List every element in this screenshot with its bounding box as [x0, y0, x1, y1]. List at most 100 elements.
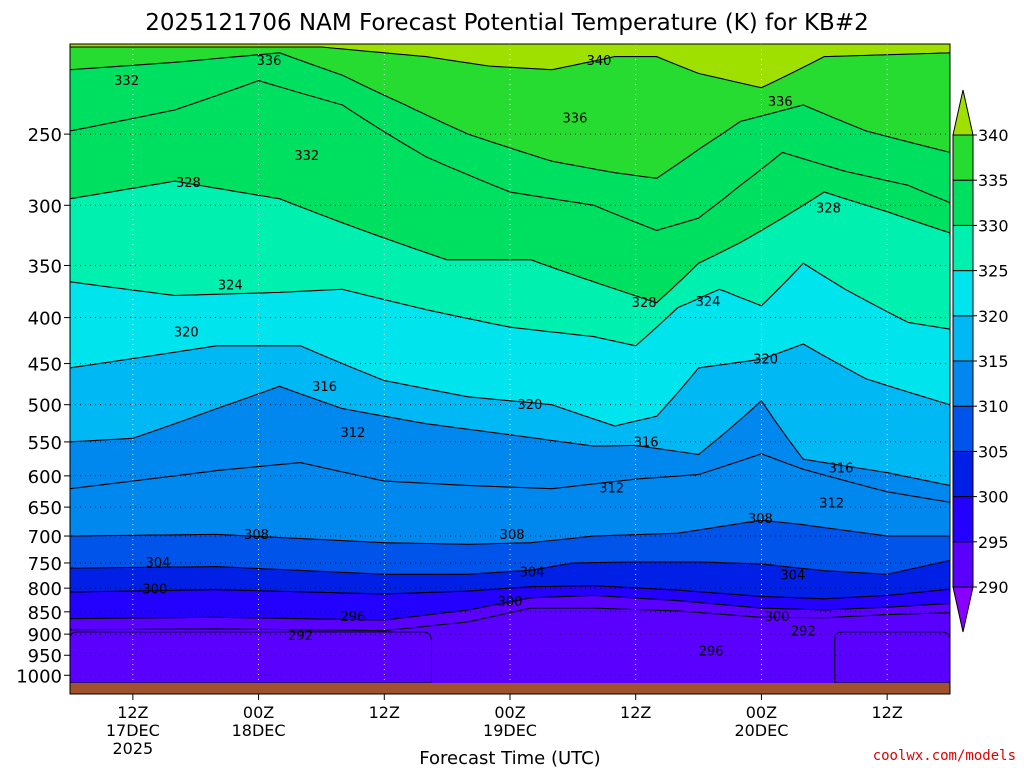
- isentrope-320: [70, 343, 950, 427]
- contour-label: 324: [218, 279, 243, 294]
- contour-label: 300: [142, 583, 167, 598]
- contour-label: 328: [632, 296, 657, 311]
- contour-label: 308: [244, 528, 269, 543]
- x-tick-label: 2025: [112, 739, 153, 758]
- colorbar-label: 305: [978, 442, 1009, 461]
- colorbar-label: 295: [978, 533, 1009, 552]
- contour-label: 336: [768, 95, 793, 110]
- isentrope-324: [70, 262, 950, 347]
- y-tick-label: 500: [28, 396, 62, 417]
- colorbar-swatch: [952, 360, 974, 407]
- plot-area: 336 340 332 336 336 332 328 328 324 328 324 320 320 3…: [70, 44, 950, 694]
- x-tick-label: 17DEC: [106, 721, 160, 740]
- colorbar-label: 325: [978, 262, 1009, 281]
- y-tick-label: 1000: [16, 666, 62, 687]
- colorbar-swatch: [952, 134, 974, 181]
- contour-labels: 336 340 332 336 336 332 328 328 324 328 324 320 320 3…: [114, 54, 853, 660]
- colorbar-label: 315: [978, 352, 1009, 371]
- contour-label: 336: [257, 54, 282, 69]
- contour-label: 316: [634, 435, 659, 450]
- contour-label: 340: [587, 54, 612, 69]
- theta-band: [70, 520, 950, 575]
- colorbar-label: 335: [978, 171, 1009, 190]
- cold-pool: [834, 631, 950, 684]
- grid-lines: [70, 44, 950, 694]
- contour-label: 316: [829, 461, 854, 476]
- contour-label: 296: [340, 610, 365, 625]
- theta-band: [70, 595, 950, 631]
- y-tick-label: 900: [28, 625, 62, 646]
- contour-label: 304: [780, 568, 805, 583]
- colorbar-label: 320: [978, 307, 1009, 326]
- x-tick-label: 12Z: [117, 703, 148, 722]
- contour-label: 304: [146, 556, 171, 571]
- y-tick-label: 800: [28, 579, 62, 600]
- contour-label: 308: [500, 528, 525, 543]
- theta-band: [70, 47, 950, 179]
- y-tick-label: 650: [28, 498, 62, 519]
- contour-label: 296: [699, 645, 724, 660]
- y-tick-label: 750: [28, 554, 62, 575]
- contour-label: 328: [176, 176, 201, 191]
- colorbar-swatch: [952, 405, 974, 452]
- x-tick-label: 00Z: [746, 703, 777, 722]
- isentrope-336: [70, 52, 950, 179]
- colorbar-swatch: [952, 496, 974, 543]
- colorbar-swatch: [952, 270, 974, 317]
- isentrope-contours: [70, 46, 950, 632]
- colorbar-swatch: [952, 450, 974, 498]
- contour-label: 312: [340, 426, 365, 441]
- isentrope-340: [70, 46, 950, 89]
- theta-fill-bands: [70, 44, 950, 694]
- contour-label: 304: [520, 566, 545, 581]
- colorbar-bottom-arrow: [952, 586, 974, 633]
- contour-label: 324: [696, 295, 721, 310]
- contour-label: 292: [288, 629, 313, 644]
- chart-title: 2025121706 NAM Forecast Potential Temper…: [145, 10, 869, 36]
- colorbar-swatch: [952, 179, 974, 226]
- contour-label: 320: [174, 325, 199, 340]
- y-axis: 2503003504004505005506006507007508008509…: [16, 125, 70, 687]
- x-tick-label: 00Z: [243, 703, 274, 722]
- colorbar-swatch: [952, 315, 974, 362]
- x-tick-label: 20DEC: [734, 721, 788, 740]
- colorbar-swatch: [952, 541, 974, 588]
- y-tick-label: 850: [28, 603, 62, 624]
- cold-pool: [70, 631, 432, 684]
- colorbar-label: 290: [978, 578, 1009, 597]
- x-tick-label: 12Z: [620, 703, 651, 722]
- y-tick-label: 400: [28, 309, 62, 330]
- contour-label: 336: [563, 112, 588, 127]
- contour-label: 332: [294, 149, 319, 164]
- colorbar-top-arrow: [952, 89, 974, 136]
- credit-text: coolwx.com/models: [873, 748, 1016, 764]
- isentrope-312: [70, 453, 950, 503]
- y-tick-label: 350: [28, 256, 62, 277]
- contour-label: 320: [517, 398, 542, 413]
- contour-label: 300: [765, 610, 790, 625]
- x-tick-label: 00Z: [494, 703, 525, 722]
- x-axis-title: Forecast Time (UTC): [419, 748, 600, 768]
- colorbar-label: 330: [978, 216, 1009, 235]
- contour-label: 316: [312, 380, 337, 395]
- x-tick-label: 19DEC: [483, 721, 537, 740]
- colorbar-label: 340: [978, 126, 1009, 145]
- theta-band: [70, 44, 950, 88]
- y-tick-label: 250: [28, 125, 62, 146]
- theta-band: [70, 80, 950, 303]
- contour-label: 308: [748, 512, 773, 527]
- x-tick-label: 12Z: [871, 703, 902, 722]
- contour-label: 312: [819, 496, 844, 511]
- contour-label: 320: [753, 353, 778, 368]
- contour-label: 332: [114, 74, 139, 89]
- colorbar-swatch: [952, 224, 974, 272]
- y-tick-label: 700: [28, 527, 62, 548]
- contour-label: 300: [498, 595, 523, 610]
- theta-band: [70, 52, 950, 231]
- x-tick-label: 18DEC: [232, 721, 286, 740]
- x-tick-label: 12Z: [369, 703, 400, 722]
- y-tick-label: 950: [28, 646, 62, 667]
- theta-band: [70, 181, 950, 346]
